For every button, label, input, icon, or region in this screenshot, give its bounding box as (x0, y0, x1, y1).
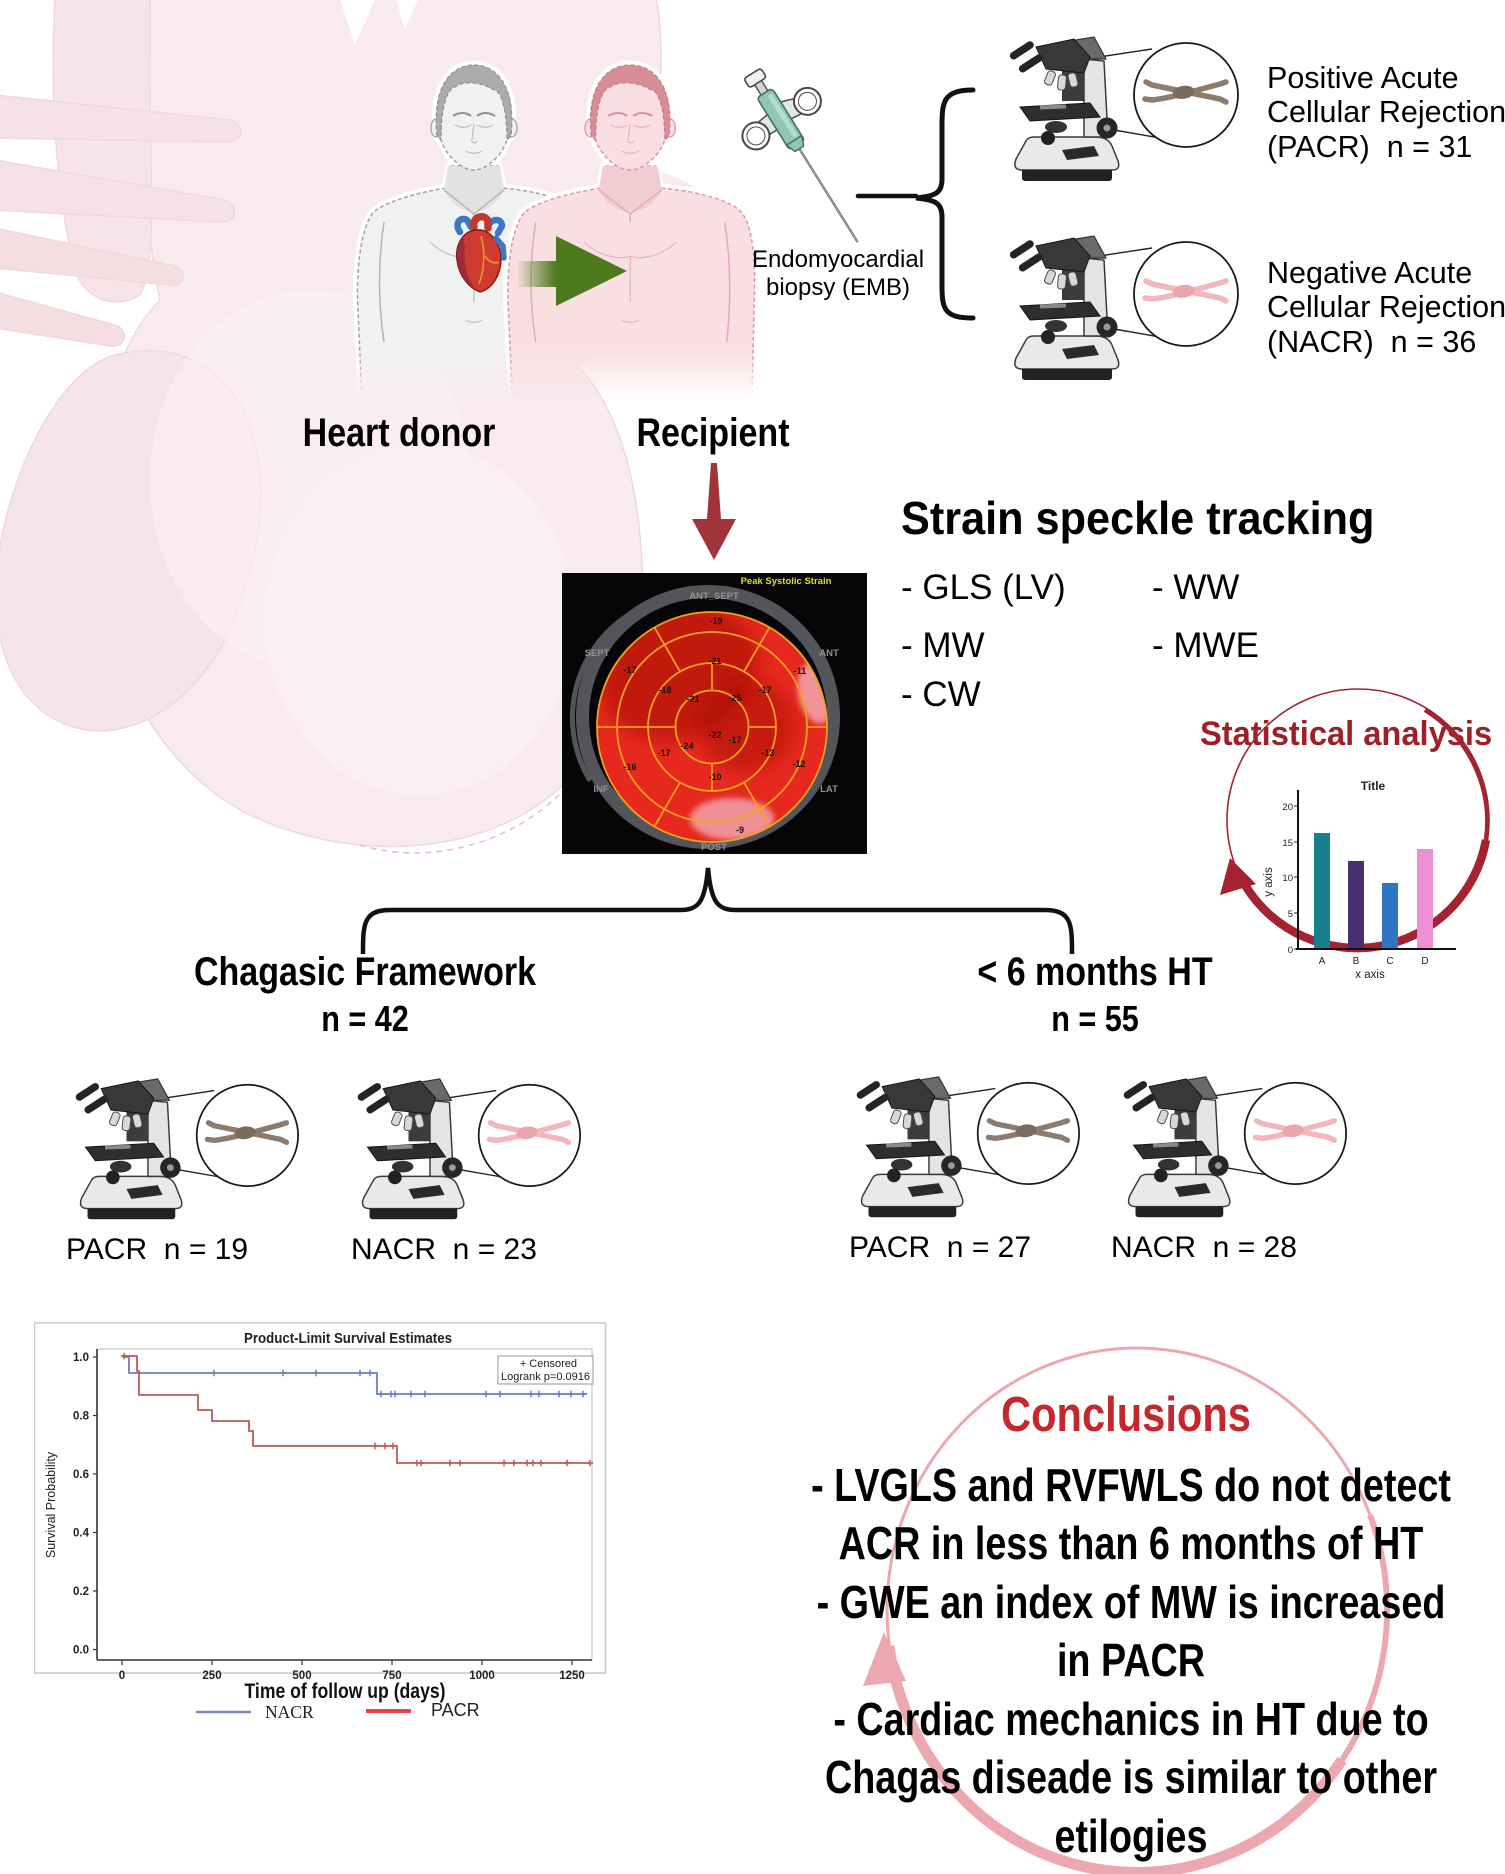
svg-text:-10: -10 (708, 772, 721, 782)
svg-text:Title: Title (1361, 779, 1386, 793)
svg-text:SEPT: SEPT (585, 648, 610, 659)
svg-text:0: 0 (1288, 945, 1293, 956)
svg-text:+ Censored: + Censored (520, 1358, 577, 1370)
svg-text:750: 750 (382, 1670, 401, 1682)
svg-text:Time of follow up (days): Time of follow up (days) (245, 1680, 446, 1703)
svg-text:1000: 1000 (469, 1670, 495, 1682)
svg-text:0.6: 0.6 (73, 1469, 89, 1481)
svg-text:-17: -17 (758, 685, 771, 695)
svg-text:10: 10 (1282, 873, 1293, 884)
svg-text:x axis: x axis (1355, 969, 1385, 980)
svg-text:B: B (1353, 956, 1360, 967)
svg-text:Survival Probability: Survival Probability (44, 1451, 58, 1558)
svg-text:0: 0 (119, 1670, 125, 1682)
svg-text:POST: POST (701, 842, 727, 853)
svg-text:-12: -12 (792, 759, 805, 769)
svg-text:Peak Systolic Strain: Peak Systolic Strain (741, 576, 832, 587)
svg-text:0.2: 0.2 (73, 1586, 89, 1598)
svg-text:1250: 1250 (559, 1670, 585, 1682)
svg-text:LAT: LAT (820, 784, 838, 795)
svg-text:250: 250 (202, 1670, 221, 1682)
svg-text:20: 20 (1282, 802, 1293, 813)
svg-text:-25: -25 (728, 693, 741, 703)
svg-text:C: C (1386, 956, 1393, 967)
svg-text:NACR: NACR (265, 1702, 314, 1722)
svg-text:y axis: y axis (1263, 867, 1275, 897)
svg-text:0.8: 0.8 (73, 1411, 90, 1423)
svg-text:500: 500 (292, 1670, 311, 1682)
svg-text:1.0: 1.0 (73, 1352, 89, 1364)
svg-text:15: 15 (1282, 838, 1293, 849)
svg-text:-18: -18 (658, 685, 671, 695)
svg-text:-24: -24 (680, 741, 693, 751)
svg-text:-16: -16 (623, 762, 636, 772)
svg-text:-22: -22 (708, 730, 721, 740)
svg-text:ANT: ANT (819, 648, 839, 659)
svg-text:D: D (1421, 956, 1428, 967)
svg-text:PACR: PACR (431, 1700, 480, 1720)
svg-text:-19: -19 (709, 616, 722, 626)
svg-text:-17: -17 (623, 665, 636, 675)
svg-text:ANT_SEPT: ANT_SEPT (689, 591, 739, 602)
svg-text:Product-Limit Survival Estimat: Product-Limit Survival Estimates (244, 1331, 452, 1347)
svg-text:5: 5 (1288, 909, 1293, 920)
svg-text:INF: INF (593, 784, 609, 795)
svg-text:A: A (1319, 956, 1326, 967)
svg-text:-9: -9 (736, 825, 744, 835)
svg-text:-11: -11 (794, 666, 807, 676)
svg-text:-17: -17 (728, 735, 741, 745)
svg-text:Logrank p=0.0916: Logrank p=0.0916 (501, 1371, 590, 1383)
svg-text:-13: -13 (761, 748, 774, 758)
svg-text:0.4: 0.4 (73, 1528, 90, 1540)
svg-text:-17: -17 (657, 748, 670, 758)
svg-text:0.0: 0.0 (73, 1645, 89, 1657)
svg-text:-21: -21 (686, 694, 699, 704)
svg-text:-21: -21 (708, 656, 721, 666)
